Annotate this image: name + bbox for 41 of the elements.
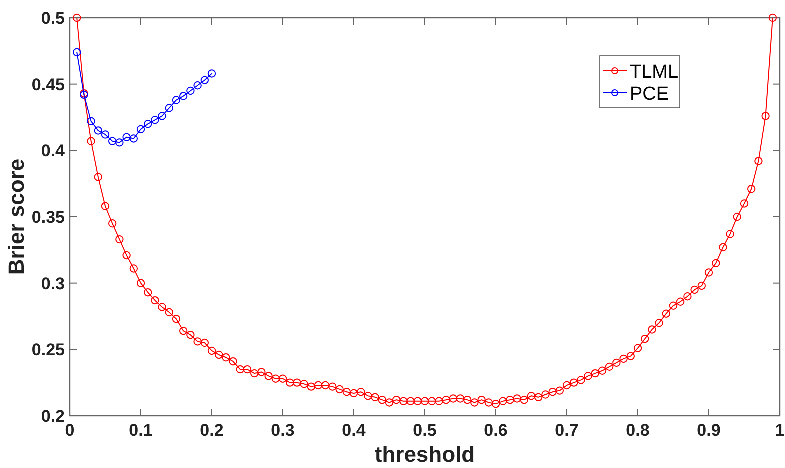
point: [172, 96, 181, 104]
y-tick-label: 0.45: [32, 75, 65, 94]
x-tick-label: 0.9: [697, 421, 721, 440]
x-tick-label: 0.3: [271, 421, 295, 440]
point: [186, 86, 195, 96]
legend-label: PCE: [630, 84, 670, 105]
point: [130, 134, 138, 143]
y-tick-label: 0.4: [41, 142, 66, 161]
x-tick-label: 0.4: [342, 421, 366, 440]
point: [194, 82, 202, 90]
y-tick-label: 0.2: [41, 407, 65, 426]
x-axis-title: threshold: [374, 442, 476, 467]
point: [87, 117, 96, 126]
y-axis-title: Brier score: [4, 158, 29, 276]
point: [158, 112, 166, 120]
point: [108, 137, 117, 146]
y-tick-label: 0.35: [32, 208, 65, 227]
x-tick-label: 0.6: [484, 421, 508, 440]
point: [180, 92, 188, 100]
point: [122, 133, 131, 142]
x-tick-label: 0.8: [626, 421, 650, 440]
legend-label: TLML: [630, 62, 679, 83]
point: [136, 125, 146, 134]
point: [151, 116, 160, 124]
x-tick-label: 0.7: [555, 421, 579, 440]
point: [73, 48, 82, 57]
x-tick-label: 0.2: [200, 421, 224, 440]
point: [165, 104, 174, 112]
x-tick-label: 0.5: [413, 421, 437, 440]
point: [116, 138, 124, 147]
point: [200, 76, 209, 84]
point: [144, 120, 152, 128]
y-tick-label: 0.3: [41, 274, 65, 294]
y-tick-label: 0.25: [32, 340, 65, 360]
x-tick-label: 0.1: [129, 421, 153, 440]
y-tick-label: 0.5: [41, 9, 65, 28]
x-tick-label: 1: [775, 421, 785, 440]
x-tick-label: 0: [65, 421, 75, 440]
point: [208, 70, 216, 78]
point: [94, 126, 102, 135]
point: [101, 130, 110, 139]
